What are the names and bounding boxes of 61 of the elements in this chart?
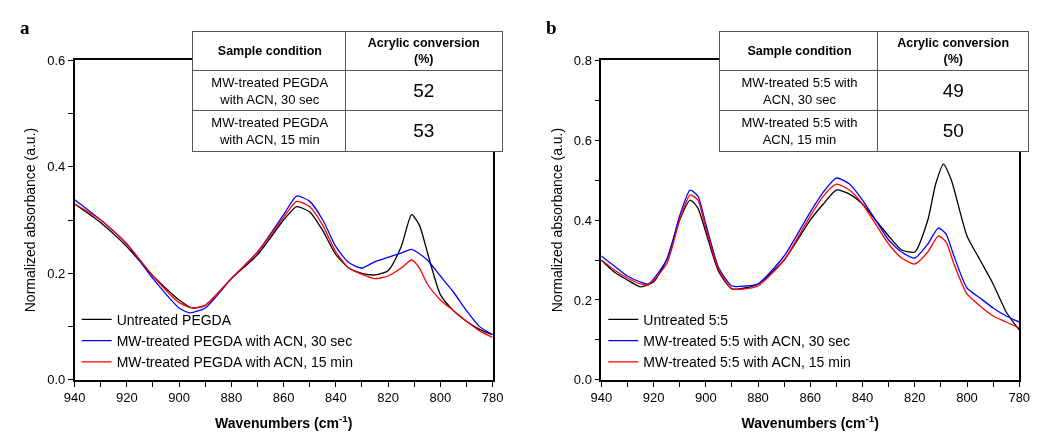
x-axis-title: Wavenumbers (cm$^{-1}$) xyxy=(741,413,879,432)
y-tick-label: 0.2 xyxy=(573,292,592,308)
x-tick-label: 820 xyxy=(903,390,926,406)
picture-table: 53 xyxy=(345,110,503,152)
x-tick-label: 860 xyxy=(272,390,295,406)
annotation: MW-treated PEGDA with ACN, 15 min xyxy=(211,114,329,147)
picture-table: MW-treated PEGDA with ACN, 30 sec xyxy=(192,70,348,112)
y-tick-label: 0.6 xyxy=(573,132,592,148)
annotation: 49 xyxy=(942,80,964,102)
picture-table: Sample condition xyxy=(719,31,880,72)
legend-label: MW-treated 5:5 with ACN, 15 min xyxy=(643,354,851,371)
legend-label: MW-treated PEGDA with ACN, 30 sec xyxy=(116,333,353,350)
annotation: 53 xyxy=(413,120,435,142)
picture-table: 50 xyxy=(877,110,1029,152)
x-tick-label: 940 xyxy=(63,390,86,406)
x-tick-label: 880 xyxy=(220,390,243,406)
x-tick-label: 840 xyxy=(851,390,874,406)
y-tick-label: 0.0 xyxy=(573,372,592,388)
y-tick-label: 0.4 xyxy=(47,159,66,175)
x-axis-title: Wavenumbers (cm$^{-1}$) xyxy=(214,413,353,432)
picture-table: MW-treated 5:5 with ACN, 15 min xyxy=(719,110,880,152)
annotation: MW-treated 5:5 with ACN, 30 sec xyxy=(741,74,858,107)
picture-table: 52 xyxy=(345,70,503,112)
picture-table: 49 xyxy=(877,70,1029,112)
y-tick-label: 0.6 xyxy=(47,52,66,68)
legend-label: MW-treated PEGDA with ACN, 15 min xyxy=(116,354,353,371)
x-tick-label: 880 xyxy=(747,390,769,406)
y-axis-title: Normalized absorbance (a.u.) xyxy=(22,127,39,313)
legend-label: Untreated PEGDA xyxy=(116,311,232,328)
annotation: Acrylic conversion (%) xyxy=(897,36,1010,67)
legend-label: Untreated 5:5 xyxy=(643,311,729,328)
y-tick-label: 0.2 xyxy=(47,265,66,281)
annotation: 52 xyxy=(413,80,435,102)
annotation: Acrylic conversion (%) xyxy=(367,36,480,67)
y-axis-title: Normalized absorbance (a.u.) xyxy=(548,127,565,313)
x-tick-label: 900 xyxy=(168,390,190,406)
annotation: MW-treated 5:5 with ACN, 15 min xyxy=(741,114,858,147)
picture-table: MW-treated 5:5 with ACN, 30 sec xyxy=(719,70,880,112)
x-tick-label: 940 xyxy=(590,390,613,406)
picture-table: Acrylic conversion (%) xyxy=(877,31,1029,72)
y-tick-label: 0.0 xyxy=(47,372,66,388)
y-tick-label: 0.8 xyxy=(573,52,592,68)
picture-table: MW-treated PEGDA with ACN, 15 min xyxy=(192,110,348,152)
x-tick-label: 840 xyxy=(325,390,347,406)
x-tick-label: 920 xyxy=(642,390,665,406)
x-tick-label: 780 xyxy=(1008,390,1031,406)
picture-table: Acrylic conversion (%) xyxy=(345,31,503,72)
annotation: 50 xyxy=(942,120,964,142)
picture-table: Sample condition xyxy=(192,31,348,72)
x-tick-label: 920 xyxy=(116,390,138,406)
x-tick-label: 800 xyxy=(956,390,978,406)
x-tick-label: 900 xyxy=(694,390,717,406)
x-tick-label: 820 xyxy=(377,390,399,406)
x-tick-label: 780 xyxy=(481,390,504,406)
annotation: MW-treated PEGDA with ACN, 30 sec xyxy=(211,74,329,107)
chart-title: b xyxy=(546,17,557,38)
x-tick-label: 800 xyxy=(429,390,452,406)
chart-title: a xyxy=(20,17,30,38)
x-tick-label: 860 xyxy=(799,390,822,406)
legend-label: MW-treated 5:5 with ACN, 30 sec xyxy=(643,333,851,350)
y-tick-label: 0.4 xyxy=(573,212,592,228)
